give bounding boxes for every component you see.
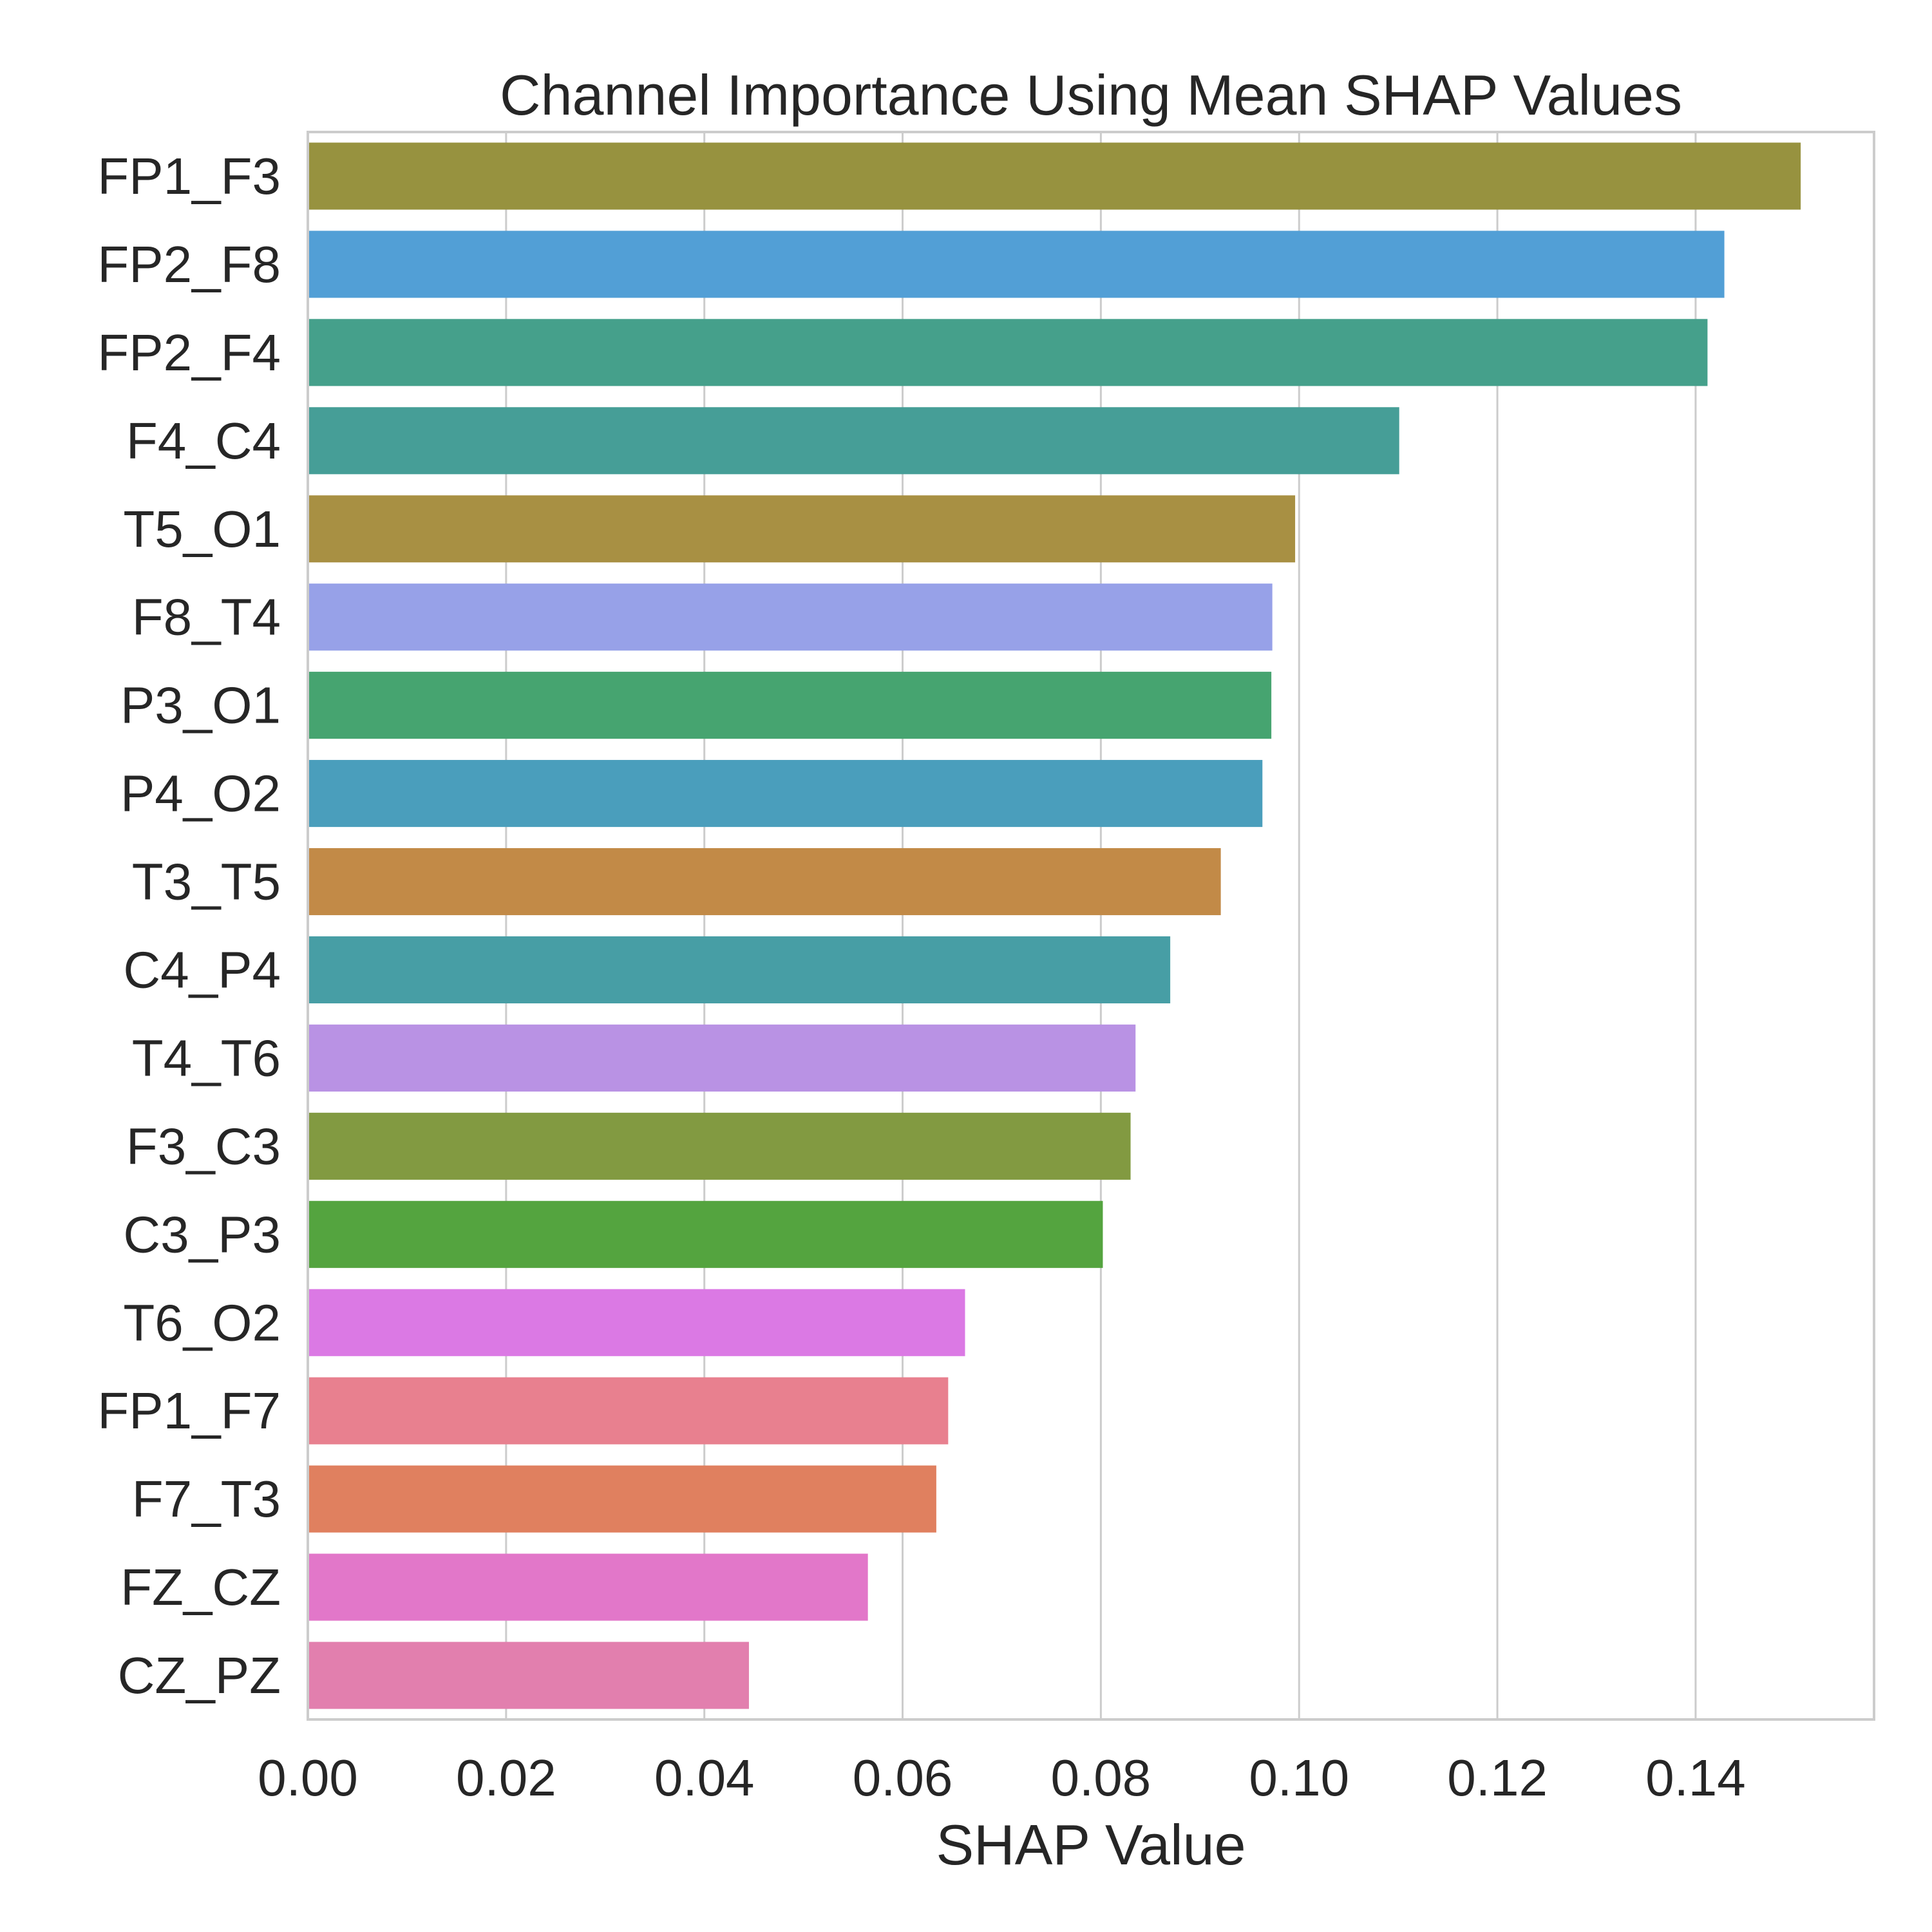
bar-fz-cz	[308, 1553, 868, 1621]
y-tick-label: CZ_PZ	[118, 1647, 281, 1704]
y-tick-label: T4_T6	[132, 1029, 281, 1086]
bar-cz-pz	[308, 1642, 749, 1709]
y-tick-label: FP2_F8	[97, 236, 281, 293]
y-tick-label: T5_O1	[123, 500, 281, 558]
bar-c4-p4	[308, 936, 1171, 1004]
bar-f8-t4	[308, 583, 1273, 651]
bar-fp2-f4	[308, 319, 1708, 386]
bar-t3-t5	[308, 848, 1221, 916]
bar-t6-o2	[308, 1289, 965, 1356]
y-tick-label: T3_T5	[132, 853, 281, 911]
y-tick-label: F3_C3	[126, 1117, 281, 1175]
x-tick-label: 0.04	[654, 1749, 755, 1806]
x-tick-label: 0.06	[853, 1749, 953, 1806]
y-tick-label: F8_T4	[132, 589, 281, 646]
bar-t5-o1	[308, 495, 1296, 563]
bars	[308, 142, 1801, 1709]
y-tick-labels: FP1_F3 FP2_F8 FP2_F4 F4_C4 T5_O1 F8_T4 P3_O1 P4…	[97, 147, 281, 1704]
y-tick-label: F4_C4	[126, 412, 281, 469]
y-tick-label: T6_O2	[123, 1294, 281, 1351]
bar-f3-c3	[308, 1112, 1131, 1180]
y-tick-label: C3_P3	[123, 1206, 281, 1263]
x-tick-label: 0.02	[456, 1749, 556, 1806]
gridlines	[307, 132, 1697, 1719]
x-tick-label: 0.00	[258, 1749, 358, 1806]
y-tick-label: P4_O2	[120, 765, 281, 822]
bar-p4-o2	[308, 760, 1263, 828]
bar-f7-t3	[308, 1465, 936, 1533]
x-tick-label: 0.14	[1645, 1749, 1746, 1806]
x-tick-label: 0.10	[1249, 1749, 1349, 1806]
y-tick-label: FP1_F3	[97, 147, 281, 205]
bar-f4-c4	[308, 407, 1399, 475]
bar-fp1-f7	[308, 1377, 949, 1444]
y-tick-label: FP1_F7	[97, 1382, 281, 1439]
y-tick-label: P3_O1	[120, 677, 281, 734]
bar-p3-o1	[308, 672, 1272, 739]
x-tick-label: 0.12	[1447, 1749, 1548, 1806]
y-tick-label: F7_T3	[132, 1470, 281, 1528]
bar-t4-t6	[308, 1024, 1136, 1092]
bar-c3-p3	[308, 1200, 1103, 1268]
bar-fp2-f8	[308, 231, 1725, 298]
bar-fp1-f3	[308, 142, 1801, 210]
chart-title: Channel Importance Using Mean SHAP Value…	[500, 63, 1682, 127]
y-tick-label: FP2_F4	[97, 324, 281, 381]
y-tick-label: FZ_CZ	[120, 1558, 281, 1616]
x-tick-label: 0.08	[1051, 1749, 1151, 1806]
x-axis-label: SHAP Value	[936, 1813, 1245, 1877]
plot-frame	[307, 131, 1875, 1721]
x-tick-labels: 0.00 0.02 0.04 0.06 0.08 0.10 0.12 0.14	[258, 1749, 1746, 1806]
y-tick-label: C4_P4	[123, 941, 281, 998]
